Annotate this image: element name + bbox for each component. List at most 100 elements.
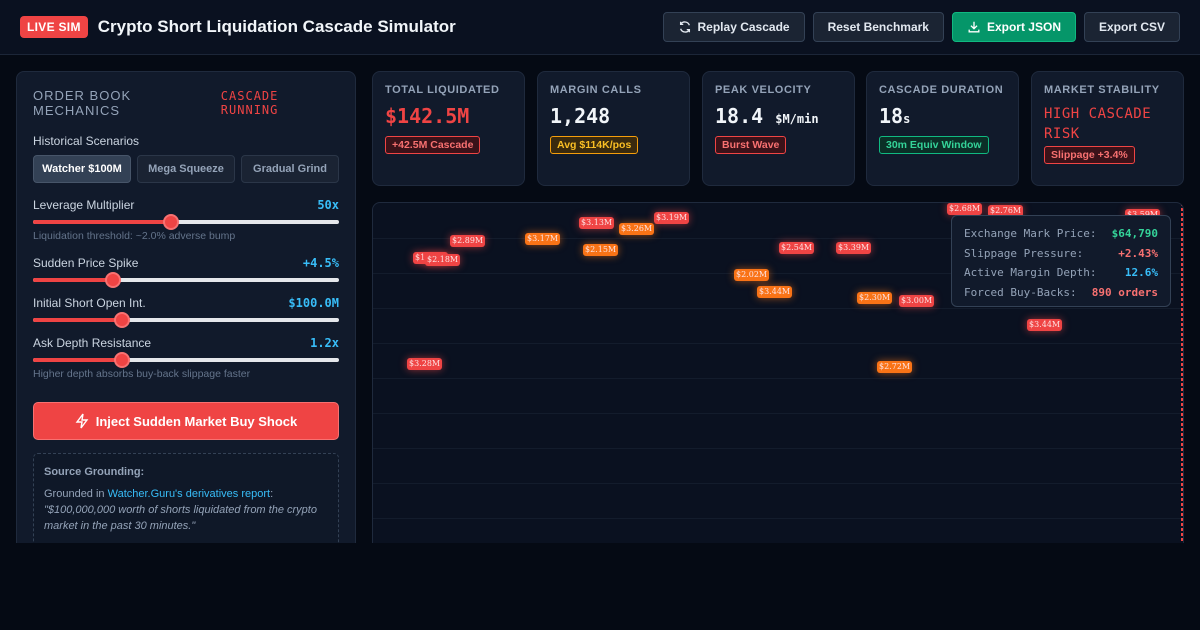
metric-label: MARGIN CALLS [550, 84, 642, 96]
slider-thumb[interactable] [113, 312, 130, 328]
metric-value: 18.4 [715, 104, 764, 128]
scenario-selector: Watcher $100M Mega Squeeze Gradual Grind [33, 155, 339, 183]
leverage-slider[interactable] [33, 214, 339, 230]
ask-depth-hint: Higher depth absorbs buy-back slippage f… [33, 368, 251, 380]
liquidation-bubble: $3.44M [757, 286, 793, 298]
slider-thumb[interactable] [162, 214, 179, 230]
gridline [373, 518, 1183, 519]
market-readout-panel: Exchange Mark Price: $64,790 Slippage Pr… [951, 215, 1171, 307]
metric-value: HIGH CASCADE RISK [1044, 106, 1152, 142]
liquidation-bubble: $3.28M [407, 358, 443, 370]
gridline [373, 448, 1183, 449]
liquidation-bubble: $2.68M [947, 203, 983, 215]
slider-fill [33, 278, 113, 282]
liquidation-bubble: $3.17M [525, 233, 561, 245]
order-book-panel: ORDER BOOK MECHANICS CASCADE RUNNING His… [16, 71, 356, 551]
liquidation-bubble: $3.44M [1027, 319, 1063, 331]
readout-row: Active Margin Depth: 12.6% [964, 263, 1158, 283]
leverage-value: 50x [317, 198, 339, 212]
liquidation-bubble: $2.02M [734, 269, 770, 281]
export-csv-button[interactable]: Export CSV [1083, 12, 1180, 42]
mark-price-value: $64,790 [1111, 227, 1158, 240]
app-title: Crypto Short Liquidation Cascade Simulat… [97, 17, 456, 36]
metric-badge: +42.5M Cascade [385, 136, 481, 154]
source-grounding-box: Source Grounding: Grounded in Watcher.Gu… [33, 453, 339, 550]
metric-value-wrap: 18s [879, 104, 1006, 128]
gridline [373, 378, 1183, 379]
export-json-label: Export JSON [986, 20, 1061, 34]
metric-value-wrap: 18.4 $M/min [715, 104, 842, 128]
readout-row: Slippage Pressure: +2.43% [964, 244, 1158, 264]
metric-label: TOTAL LIQUIDATED [385, 84, 500, 96]
ask-depth-value: 1.2x [310, 336, 339, 350]
margin-depth-value: 12.6% [1124, 266, 1158, 279]
export-csv-label: Export CSV [1098, 20, 1165, 34]
liquidation-bubble: $3.39M [836, 242, 872, 254]
price-spike-control: Sudden Price Spike +4.5% [33, 256, 339, 288]
price-spike-slider[interactable] [33, 272, 339, 288]
open-interest-slider[interactable] [33, 312, 339, 328]
gridline [373, 483, 1183, 484]
replay-cascade-button[interactable]: Replay Cascade [662, 12, 805, 42]
gridline [373, 308, 1183, 309]
metric-label: CASCADE DURATION [879, 84, 1004, 96]
metric-badge: 30m Equiv Window [879, 136, 989, 154]
metric-peak-velocity: PEAK VELOCITY 18.4 $M/min Burst Wave [702, 71, 855, 186]
price-spike-label: Sudden Price Spike [33, 256, 139, 270]
ask-depth-slider[interactable] [33, 352, 339, 368]
liquidation-bubble: $2.15M [583, 244, 619, 256]
slider-thumb[interactable] [113, 352, 130, 368]
metric-margin-calls: MARGIN CALLS 1,248 Avg $114K/pos [537, 71, 690, 186]
slider-thumb[interactable] [104, 272, 121, 288]
reset-benchmark-button[interactable]: Reset Benchmark [812, 12, 944, 42]
leverage-hint: Liquidation threshold: ~2.0% adverse bum… [33, 230, 236, 242]
source-link[interactable]: Watcher.Guru's derivatives report [107, 488, 271, 500]
lightning-icon [75, 413, 89, 429]
metric-cascade-duration: CASCADE DURATION 18s 30m Equiv Window [866, 71, 1019, 186]
buybacks-value: 890 orders [1091, 285, 1158, 299]
leverage-control: Leverage Multiplier 50x Liquidation thre… [33, 198, 339, 242]
scenario-gradual-grind-button[interactable]: Gradual Grind [241, 155, 339, 183]
source-title: Source Grounding: [44, 466, 145, 478]
header-actions: Replay Cascade Reset Benchmark Export JS… [662, 12, 1180, 42]
gridline [373, 343, 1183, 344]
app-header: LIVE SIM Crypto Short Liquidation Cascad… [0, 0, 1200, 55]
inject-shock-label: Inject Sudden Market Buy Shock [95, 413, 298, 429]
liquidation-bubble: $2.72M [877, 361, 913, 373]
reset-benchmark-label: Reset Benchmark [827, 20, 929, 34]
gridline [373, 238, 1183, 239]
source-quote: "$100,000,000 worth of shorts liquidated… [44, 504, 317, 532]
panel-title: ORDER BOOK MECHANICS [33, 88, 132, 118]
replay-cascade-label: Replay Cascade [697, 20, 790, 34]
liquidation-bubble: $3.00M [899, 295, 935, 307]
export-json-button[interactable]: Export JSON [951, 12, 1076, 42]
slider-fill [33, 358, 122, 362]
metric-unit: $M/min [775, 112, 819, 126]
readout-label: Active Margin Depth: [964, 266, 1097, 279]
liquidation-bubble: $3.26M [619, 223, 655, 235]
readout-row: Forced Buy-Backs: 890 orders [964, 283, 1158, 303]
metric-label: MARKET STABILITY [1044, 84, 1160, 96]
inject-shock-button[interactable]: Inject Sudden Market Buy Shock [33, 402, 339, 440]
cascade-status: CASCADE RUNNING [220, 89, 279, 117]
liquidation-bubble: $2.30M [857, 292, 893, 304]
liquidation-bubble: $2.18M [425, 254, 461, 266]
source-prefix: Grounded in [44, 488, 108, 500]
source-text: Grounded in Watcher.Guru's derivatives r… [44, 486, 328, 502]
source-suffix: : [270, 488, 274, 500]
gridline [373, 273, 1183, 274]
metric-total-liquidated: TOTAL LIQUIDATED $142.5M +42.5M Cascade [372, 71, 525, 186]
liquidation-bubble: $2.76M [988, 205, 1024, 217]
ask-depth-control: Ask Depth Resistance 1.2x Higher depth a… [33, 336, 339, 380]
scenario-mega-squeeze-button[interactable]: Mega Squeeze [137, 155, 235, 183]
slippage-value: +2.43% [1118, 246, 1158, 260]
price-spike-value: +4.5% [302, 256, 339, 270]
metric-market-stability: MARKET STABILITY HIGH CASCADE RISK Slipp… [1031, 71, 1184, 186]
open-interest-value: $100.0M [288, 296, 339, 310]
metric-value: 18 [879, 104, 904, 128]
readout-label: Exchange Mark Price: [964, 227, 1097, 240]
readout-label: Forced Buy-Backs: [964, 285, 1077, 299]
refresh-icon [679, 21, 690, 33]
metric-badge: Burst Wave [715, 136, 787, 154]
scenario-watcher-button[interactable]: Watcher $100M [33, 155, 131, 183]
